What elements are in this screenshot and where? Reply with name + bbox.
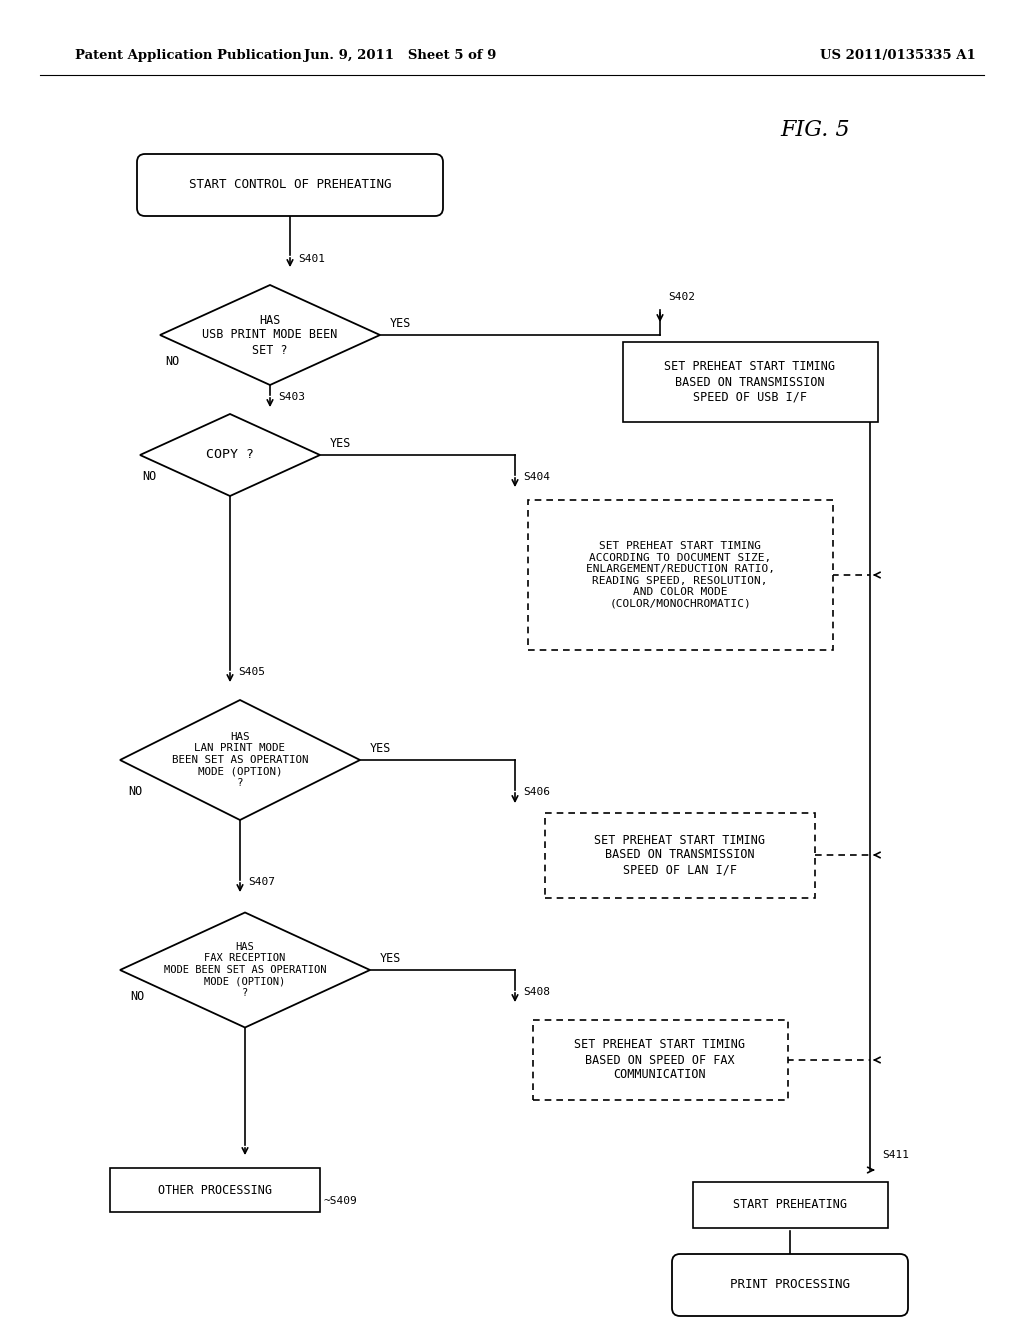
Text: SET PREHEAT START TIMING
BASED ON TRANSMISSION
SPEED OF LAN I/F: SET PREHEAT START TIMING BASED ON TRANSM… <box>595 833 766 876</box>
Text: S401: S401 <box>298 253 325 264</box>
Text: S407: S407 <box>248 876 275 887</box>
Text: S408: S408 <box>523 987 550 997</box>
Bar <box>545 813 815 898</box>
Text: S403: S403 <box>278 392 305 403</box>
Text: SET PREHEAT START TIMING
BASED ON SPEED OF FAX
COMMUNICATION: SET PREHEAT START TIMING BASED ON SPEED … <box>574 1039 745 1081</box>
Text: NO: NO <box>142 470 157 483</box>
FancyBboxPatch shape <box>672 1254 908 1316</box>
Text: S402: S402 <box>668 292 695 302</box>
Polygon shape <box>120 912 370 1027</box>
Text: Patent Application Publication: Patent Application Publication <box>75 49 302 62</box>
Text: PRINT PROCESSING: PRINT PROCESSING <box>730 1279 850 1291</box>
Text: FIG. 5: FIG. 5 <box>780 119 850 141</box>
Text: Jun. 9, 2011   Sheet 5 of 9: Jun. 9, 2011 Sheet 5 of 9 <box>304 49 497 62</box>
Text: S406: S406 <box>523 787 550 797</box>
Text: START PREHEATING: START PREHEATING <box>733 1199 847 1212</box>
Text: YES: YES <box>330 437 351 450</box>
Text: NO: NO <box>165 355 179 368</box>
Text: S404: S404 <box>523 473 550 482</box>
Text: START CONTROL OF PREHEATING: START CONTROL OF PREHEATING <box>188 178 391 191</box>
Bar <box>532 1020 787 1100</box>
Text: S405: S405 <box>238 667 265 677</box>
Text: NO: NO <box>128 785 142 799</box>
Bar <box>527 500 833 649</box>
Text: OTHER PROCESSING: OTHER PROCESSING <box>158 1184 272 1196</box>
Bar <box>110 1168 319 1212</box>
Polygon shape <box>120 700 360 820</box>
Text: SET PREHEAT START TIMING
BASED ON TRANSMISSION
SPEED OF USB I/F: SET PREHEAT START TIMING BASED ON TRANSM… <box>665 360 836 404</box>
Text: HAS
FAX RECEPTION
MODE BEEN SET AS OPERATION
MODE (OPTION)
?: HAS FAX RECEPTION MODE BEEN SET AS OPERA… <box>164 941 327 998</box>
Text: SET PREHEAT START TIMING
ACCORDING TO DOCUMENT SIZE,
ENLARGEMENT/REDUCTION RATIO: SET PREHEAT START TIMING ACCORDING TO DO… <box>586 541 774 609</box>
Text: HAS
USB PRINT MODE BEEN
SET ?: HAS USB PRINT MODE BEEN SET ? <box>203 314 338 356</box>
FancyBboxPatch shape <box>137 154 443 216</box>
Text: NO: NO <box>130 990 144 1003</box>
Text: ~S409: ~S409 <box>323 1196 356 1206</box>
Text: COPY ?: COPY ? <box>206 449 254 462</box>
Text: S411: S411 <box>882 1150 909 1160</box>
Bar <box>692 1181 888 1228</box>
Polygon shape <box>140 414 319 496</box>
Text: YES: YES <box>380 952 401 965</box>
Text: YES: YES <box>390 317 412 330</box>
Text: HAS
LAN PRINT MODE
BEEN SET AS OPERATION
MODE (OPTION)
?: HAS LAN PRINT MODE BEEN SET AS OPERATION… <box>172 731 308 788</box>
Bar <box>623 342 878 422</box>
Polygon shape <box>160 285 380 385</box>
Text: US 2011/0135335 A1: US 2011/0135335 A1 <box>820 49 976 62</box>
Text: YES: YES <box>370 742 391 755</box>
